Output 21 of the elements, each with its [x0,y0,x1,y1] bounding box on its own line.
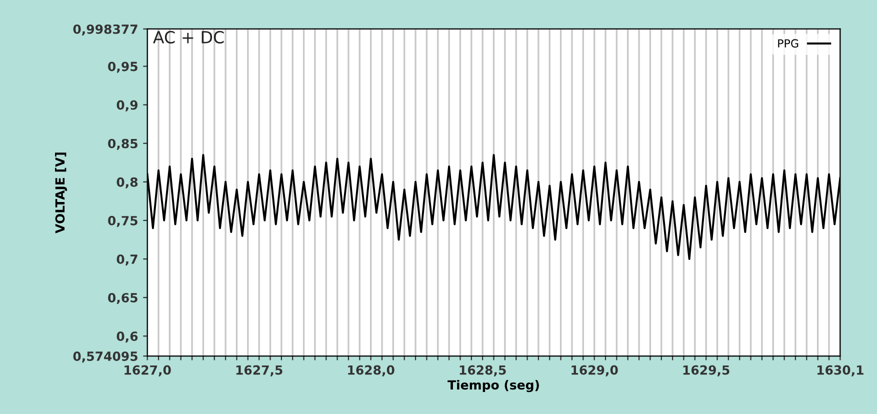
y-tick-label: 0,65 [108,293,138,304]
x-tick-label: 1629,5 [683,365,730,376]
annotation: AC + DC [153,30,224,44]
x-tick-label: 1627,5 [236,365,282,376]
x-axis-title: Tiempo (seg) [448,380,539,392]
y-tick-label: 0,8 [116,177,138,188]
y-axis-title: VOLTAJE [V] [55,152,68,234]
y-tick-label: 0,95 [108,62,138,73]
y-tick-label: 0,6 [116,332,138,343]
x-tick-label: 1627,0 [124,365,171,376]
y-tick-label: 0,75 [108,216,138,227]
y-tick-label: 0,85 [108,138,138,150]
legend-label: PPG [778,39,798,48]
y-tick-label: 0,998377 [73,24,138,36]
x-tick-label: 1628,5 [460,365,506,376]
y-tick-label: 0,574095 [73,352,138,363]
y-tick-label: 0,9 [116,100,138,112]
x-tick-label: 1628,0 [348,365,394,376]
x-tick-label: 1630,1 [817,365,864,376]
x-tick-label: 1629,0 [572,365,618,376]
y-tick-label: 0,7 [116,254,138,266]
